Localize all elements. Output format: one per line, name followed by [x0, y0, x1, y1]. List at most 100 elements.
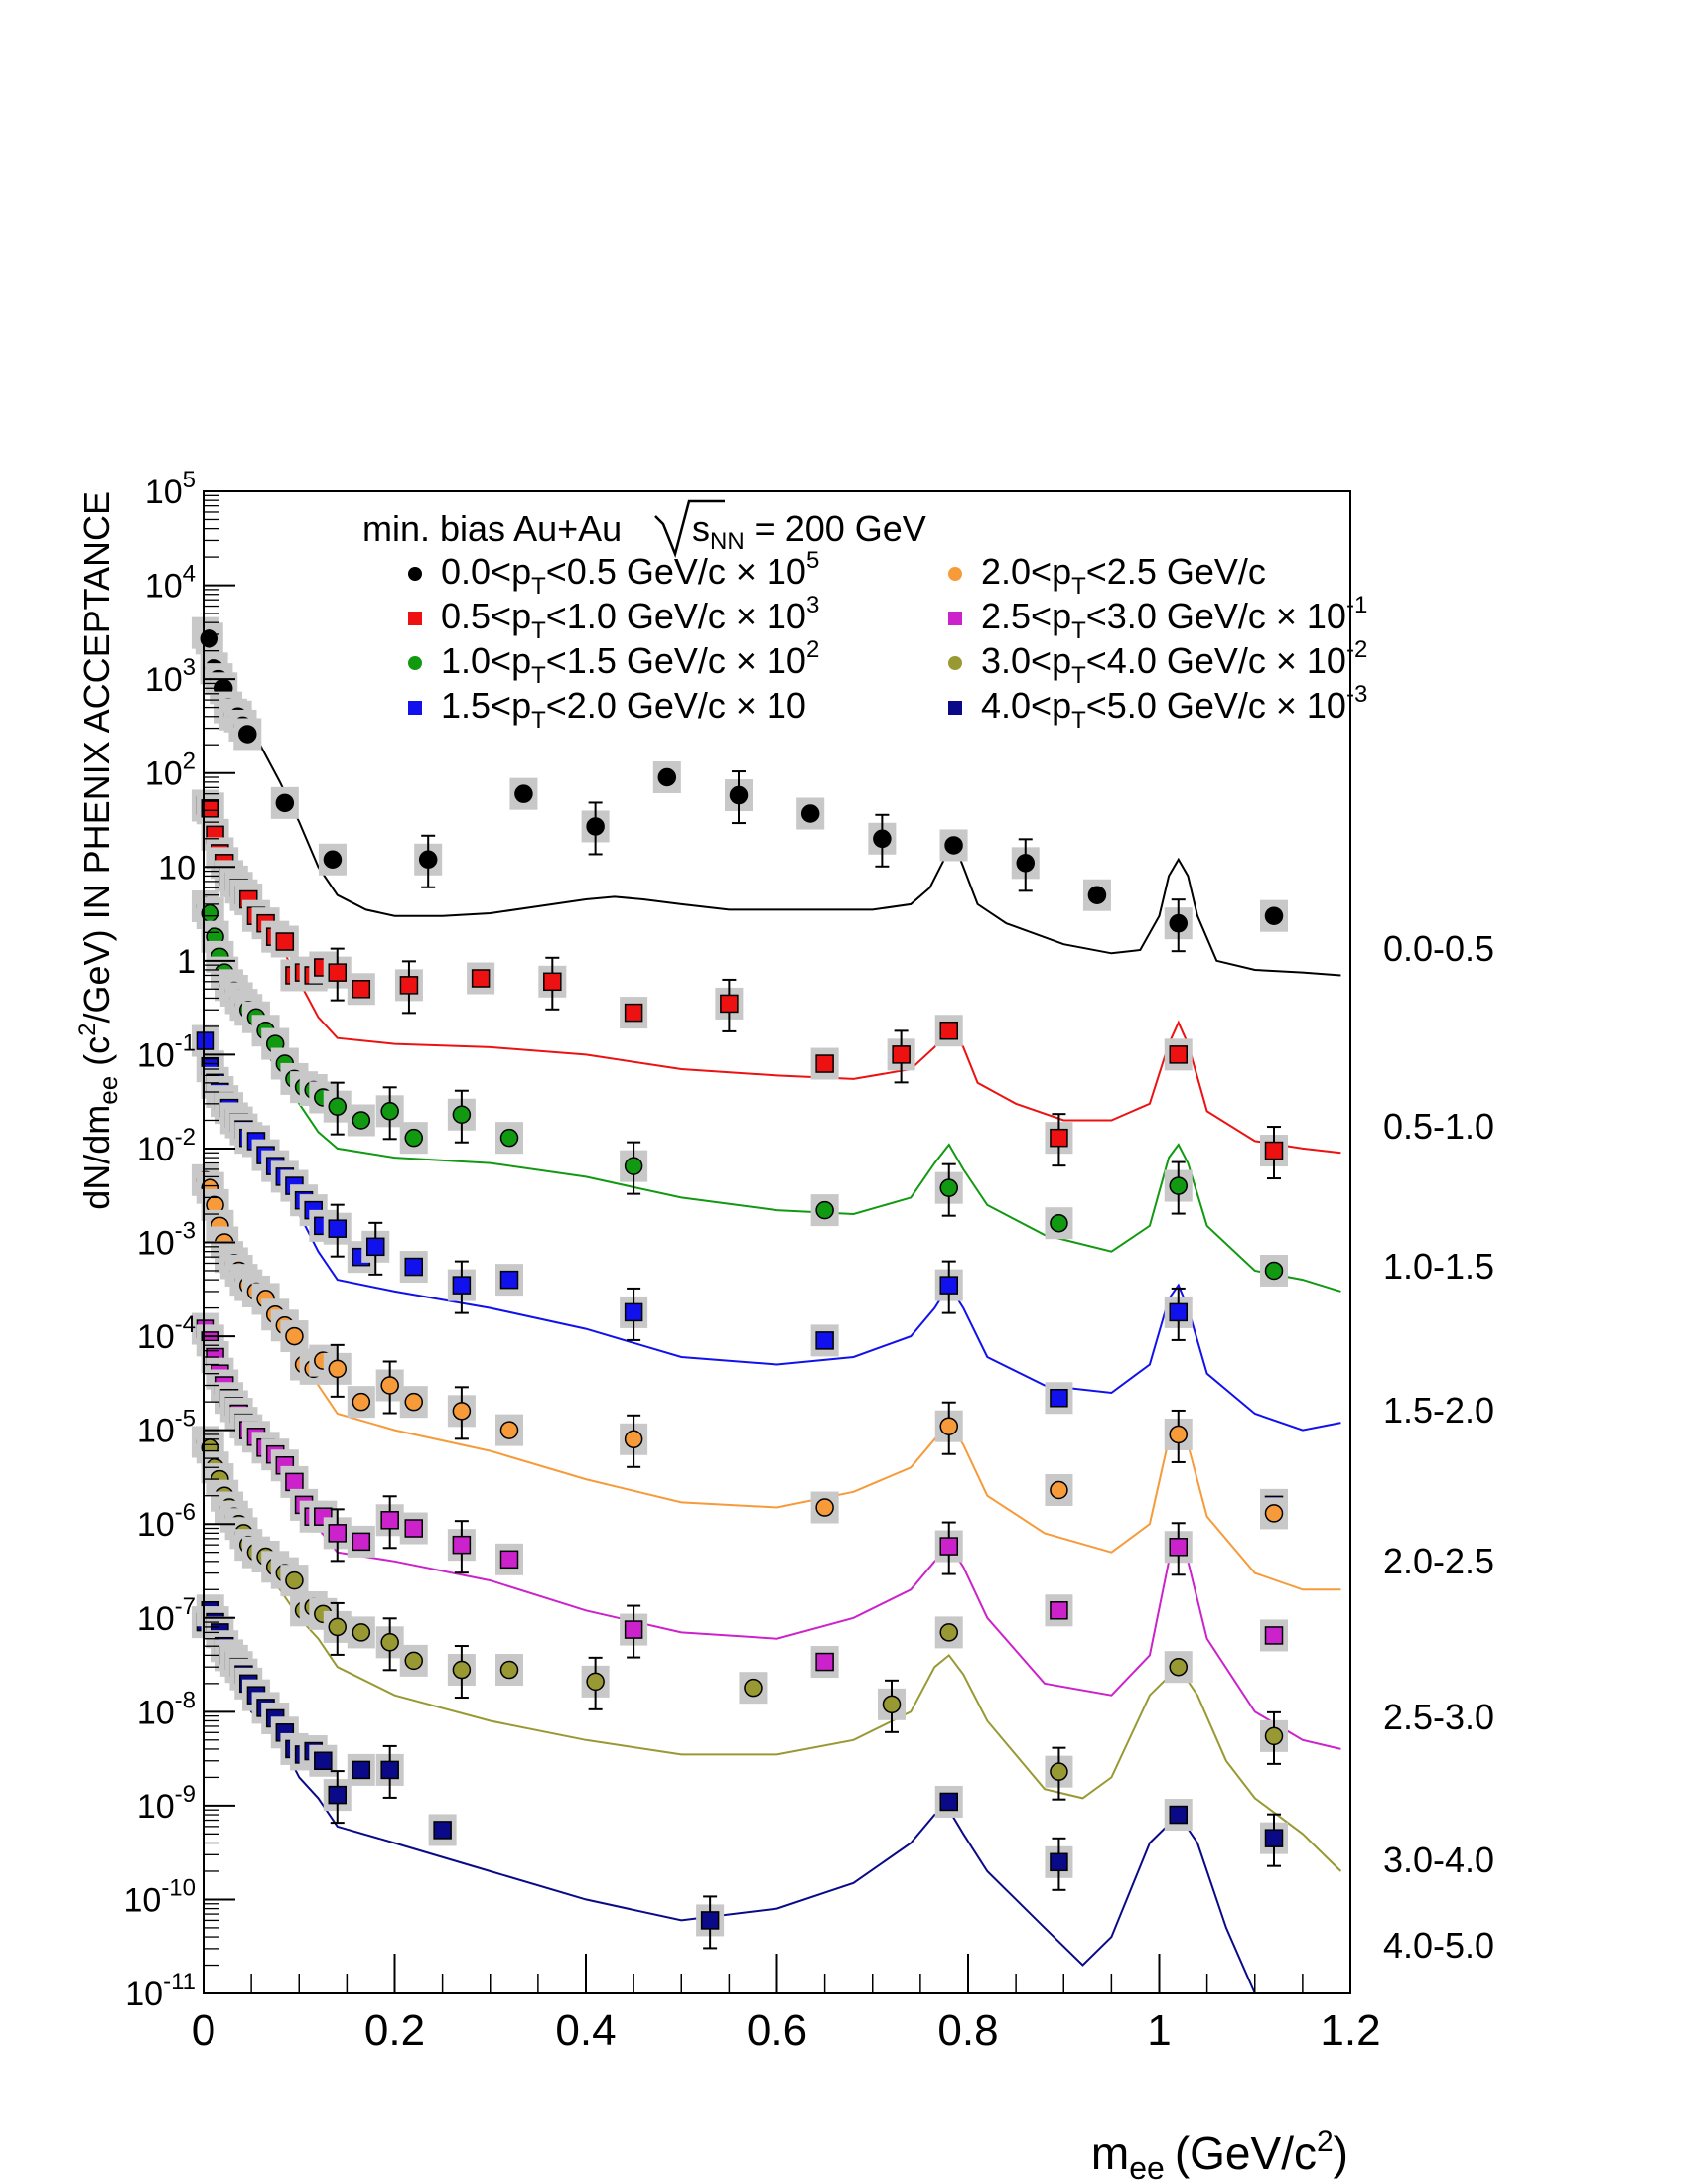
model-curve	[203, 909, 1341, 1293]
data-point	[586, 817, 605, 836]
model-curve	[203, 809, 1341, 1155]
data-point	[452, 1276, 472, 1295]
y-tick-label: 10-11	[125, 1969, 196, 2013]
bin-label: 0.0-0.5	[1383, 928, 1494, 969]
y-tick-label: 10	[158, 849, 196, 887]
data-point	[499, 1660, 519, 1680]
y-tick-label: 10-2	[137, 1124, 196, 1168]
legend-entry: 2.5<pT<3.0 GeV/c × 10-1	[981, 592, 1367, 644]
data-point	[471, 969, 491, 988]
data-point	[404, 1257, 423, 1277]
data-point	[328, 1097, 347, 1116]
data-point	[352, 1532, 371, 1552]
data-point	[1050, 1852, 1068, 1872]
legend-marker	[948, 701, 962, 715]
data-point	[499, 1550, 519, 1570]
y-axis-title-main: dN/dm	[76, 1105, 117, 1210]
data-point	[1169, 1302, 1188, 1322]
data-point	[1264, 1141, 1284, 1160]
data-point	[328, 963, 347, 982]
data-point	[1050, 1601, 1068, 1620]
data-point	[285, 1570, 304, 1590]
y-tick-label: 103	[145, 654, 196, 699]
axes: 0 0.2 0.4 0.6 0.8 1 1.210510410310210110-110-2…	[123, 467, 1380, 2055]
legend-marker	[948, 656, 962, 670]
y-tick-label: 10-9	[137, 1781, 196, 1826]
data-point	[328, 1219, 347, 1238]
data-point	[380, 1511, 399, 1530]
data-point	[499, 1270, 519, 1290]
y-axis-title-unit-sup: 2	[74, 1023, 101, 1035]
data-point	[1050, 1388, 1068, 1408]
data-point	[433, 1821, 452, 1840]
data-point	[624, 1003, 643, 1023]
data-point	[285, 1326, 304, 1346]
data-point	[1169, 913, 1188, 933]
y-tick-label: 102	[145, 749, 196, 793]
data-point	[452, 1105, 472, 1124]
data-point	[418, 850, 438, 870]
data-point	[873, 829, 892, 849]
data-point	[939, 1276, 958, 1295]
data-point	[1264, 1726, 1284, 1746]
y-tick-label: 1	[177, 943, 196, 981]
data-point	[399, 976, 419, 995]
data-point	[800, 804, 820, 823]
x-tick-label: 1	[1147, 2006, 1171, 2055]
data-point	[939, 1178, 958, 1197]
x-tick-label: 0.6	[747, 2006, 807, 2055]
data-point	[744, 1678, 763, 1698]
data-point	[1264, 1504, 1284, 1523]
bin-label: 0.5-1.0	[1383, 1106, 1494, 1147]
data-point	[366, 1237, 385, 1257]
legend-marker	[948, 612, 962, 625]
data-point	[275, 932, 295, 951]
data-point	[624, 1620, 643, 1639]
model-curve	[203, 633, 1341, 977]
data-point	[404, 1651, 423, 1671]
data-point	[657, 767, 677, 787]
data-point	[1264, 1626, 1284, 1645]
side-labels: 0.0-0.5 0.5-1.0 1.0-1.5 1.5-2.0 2.0-2.5 2.5-3…	[1383, 928, 1494, 1966]
data-point	[624, 1157, 643, 1175]
legend-marker	[408, 701, 422, 715]
data-point	[328, 1524, 347, 1543]
x-tick-label: 1.2	[1320, 2006, 1380, 2055]
data-points	[191, 616, 1288, 1950]
data-point	[815, 1652, 834, 1672]
data-point	[1169, 1176, 1188, 1195]
data-point	[275, 793, 295, 813]
y-tick-label: 10-8	[137, 1687, 196, 1731]
data-point	[201, 799, 219, 818]
data-point	[1050, 1213, 1068, 1233]
x-axis-title-main: m	[1091, 2127, 1129, 2179]
x-tick-label: 0.4	[555, 2006, 616, 2055]
bin-label: 3.0-4.0	[1383, 1840, 1494, 1880]
data-point	[815, 1498, 834, 1517]
data-point	[328, 1785, 347, 1805]
data-point	[352, 1623, 371, 1642]
data-point	[1264, 1261, 1284, 1281]
data-point	[238, 725, 257, 744]
data-point	[328, 1359, 347, 1379]
y-tick-label: 10-7	[137, 1593, 196, 1638]
data-point	[815, 1200, 834, 1220]
data-point	[499, 1128, 519, 1148]
data-point	[352, 1111, 371, 1130]
legend-title: min. bias Au+Au	[362, 508, 622, 549]
legend-entry: 3.0<pT<4.0 GeV/c × 10-2	[981, 636, 1367, 689]
data-point	[944, 836, 963, 855]
data-point	[404, 1128, 423, 1148]
data-point	[514, 784, 533, 803]
y-axis-title-rest: /GeV) IN PHENIX ACCEPTANCE	[76, 491, 117, 1023]
legend-entry: 2.0<pT<2.5 GeV/c	[981, 551, 1266, 600]
data-point	[1169, 1045, 1188, 1064]
data-point	[624, 1430, 643, 1449]
data-point	[452, 1402, 472, 1421]
y-tick-label: 10-3	[137, 1218, 196, 1263]
y-tick-label: 10-1	[137, 1029, 196, 1074]
legend-marker	[408, 567, 422, 581]
data-point	[815, 1054, 834, 1073]
